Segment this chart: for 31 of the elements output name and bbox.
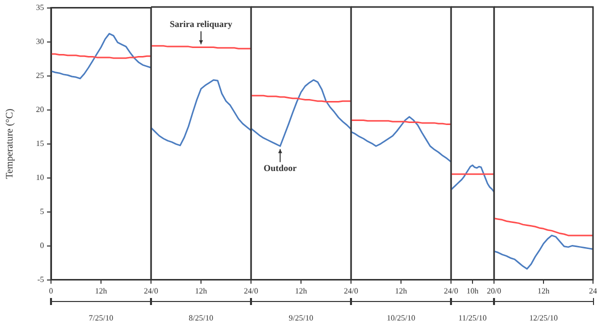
annotation: Outdoor — [264, 162, 297, 173]
x-tick-label: 12h — [538, 286, 550, 296]
y-tick-label: 30 — [36, 36, 44, 46]
x-tick-label: 24/0 — [144, 286, 158, 296]
x-tick-label: 0 — [49, 286, 53, 296]
x-tick-label: 24/0 — [244, 286, 258, 296]
x-axis-title: 12/25/10 — [529, 313, 558, 322]
x-axis-title: 9/25/10 — [288, 313, 314, 322]
x-tick-label: 12h — [95, 286, 107, 296]
x-tick-label: 24/0 — [344, 286, 358, 296]
x-tick-label: 24 — [589, 286, 597, 296]
x-axis-title: 10/25/10 — [386, 313, 416, 322]
x-tick-label: 12h — [295, 286, 307, 296]
y-tick-label: 35 — [36, 2, 44, 12]
x-axis-title: 7/25/10 — [88, 313, 114, 322]
x-axis-title: 8/25/10 — [188, 313, 214, 322]
y-tick-label: 15 — [36, 138, 44, 148]
x-tick-label: 10h — [466, 286, 478, 296]
x-tick-label: 24/0 — [444, 286, 458, 296]
y-axis-title: Temperature (°C) — [4, 108, 16, 179]
y-tick-label: 20 — [36, 104, 44, 114]
x-axis-title: 11/25/10 — [458, 313, 487, 322]
y-tick-label: 5 — [40, 206, 44, 216]
x-tick-label: 12h — [395, 286, 407, 296]
y-tick-label: 0 — [40, 240, 44, 250]
y-tick-label: -5 — [37, 274, 44, 284]
y-tick-label: 25 — [36, 70, 44, 80]
x-tick-label: 12h — [195, 286, 207, 296]
y-tick-label: 10 — [36, 172, 44, 182]
annotation: Sarira reliquary — [170, 19, 233, 30]
x-tick-label: 20/0 — [486, 286, 502, 296]
